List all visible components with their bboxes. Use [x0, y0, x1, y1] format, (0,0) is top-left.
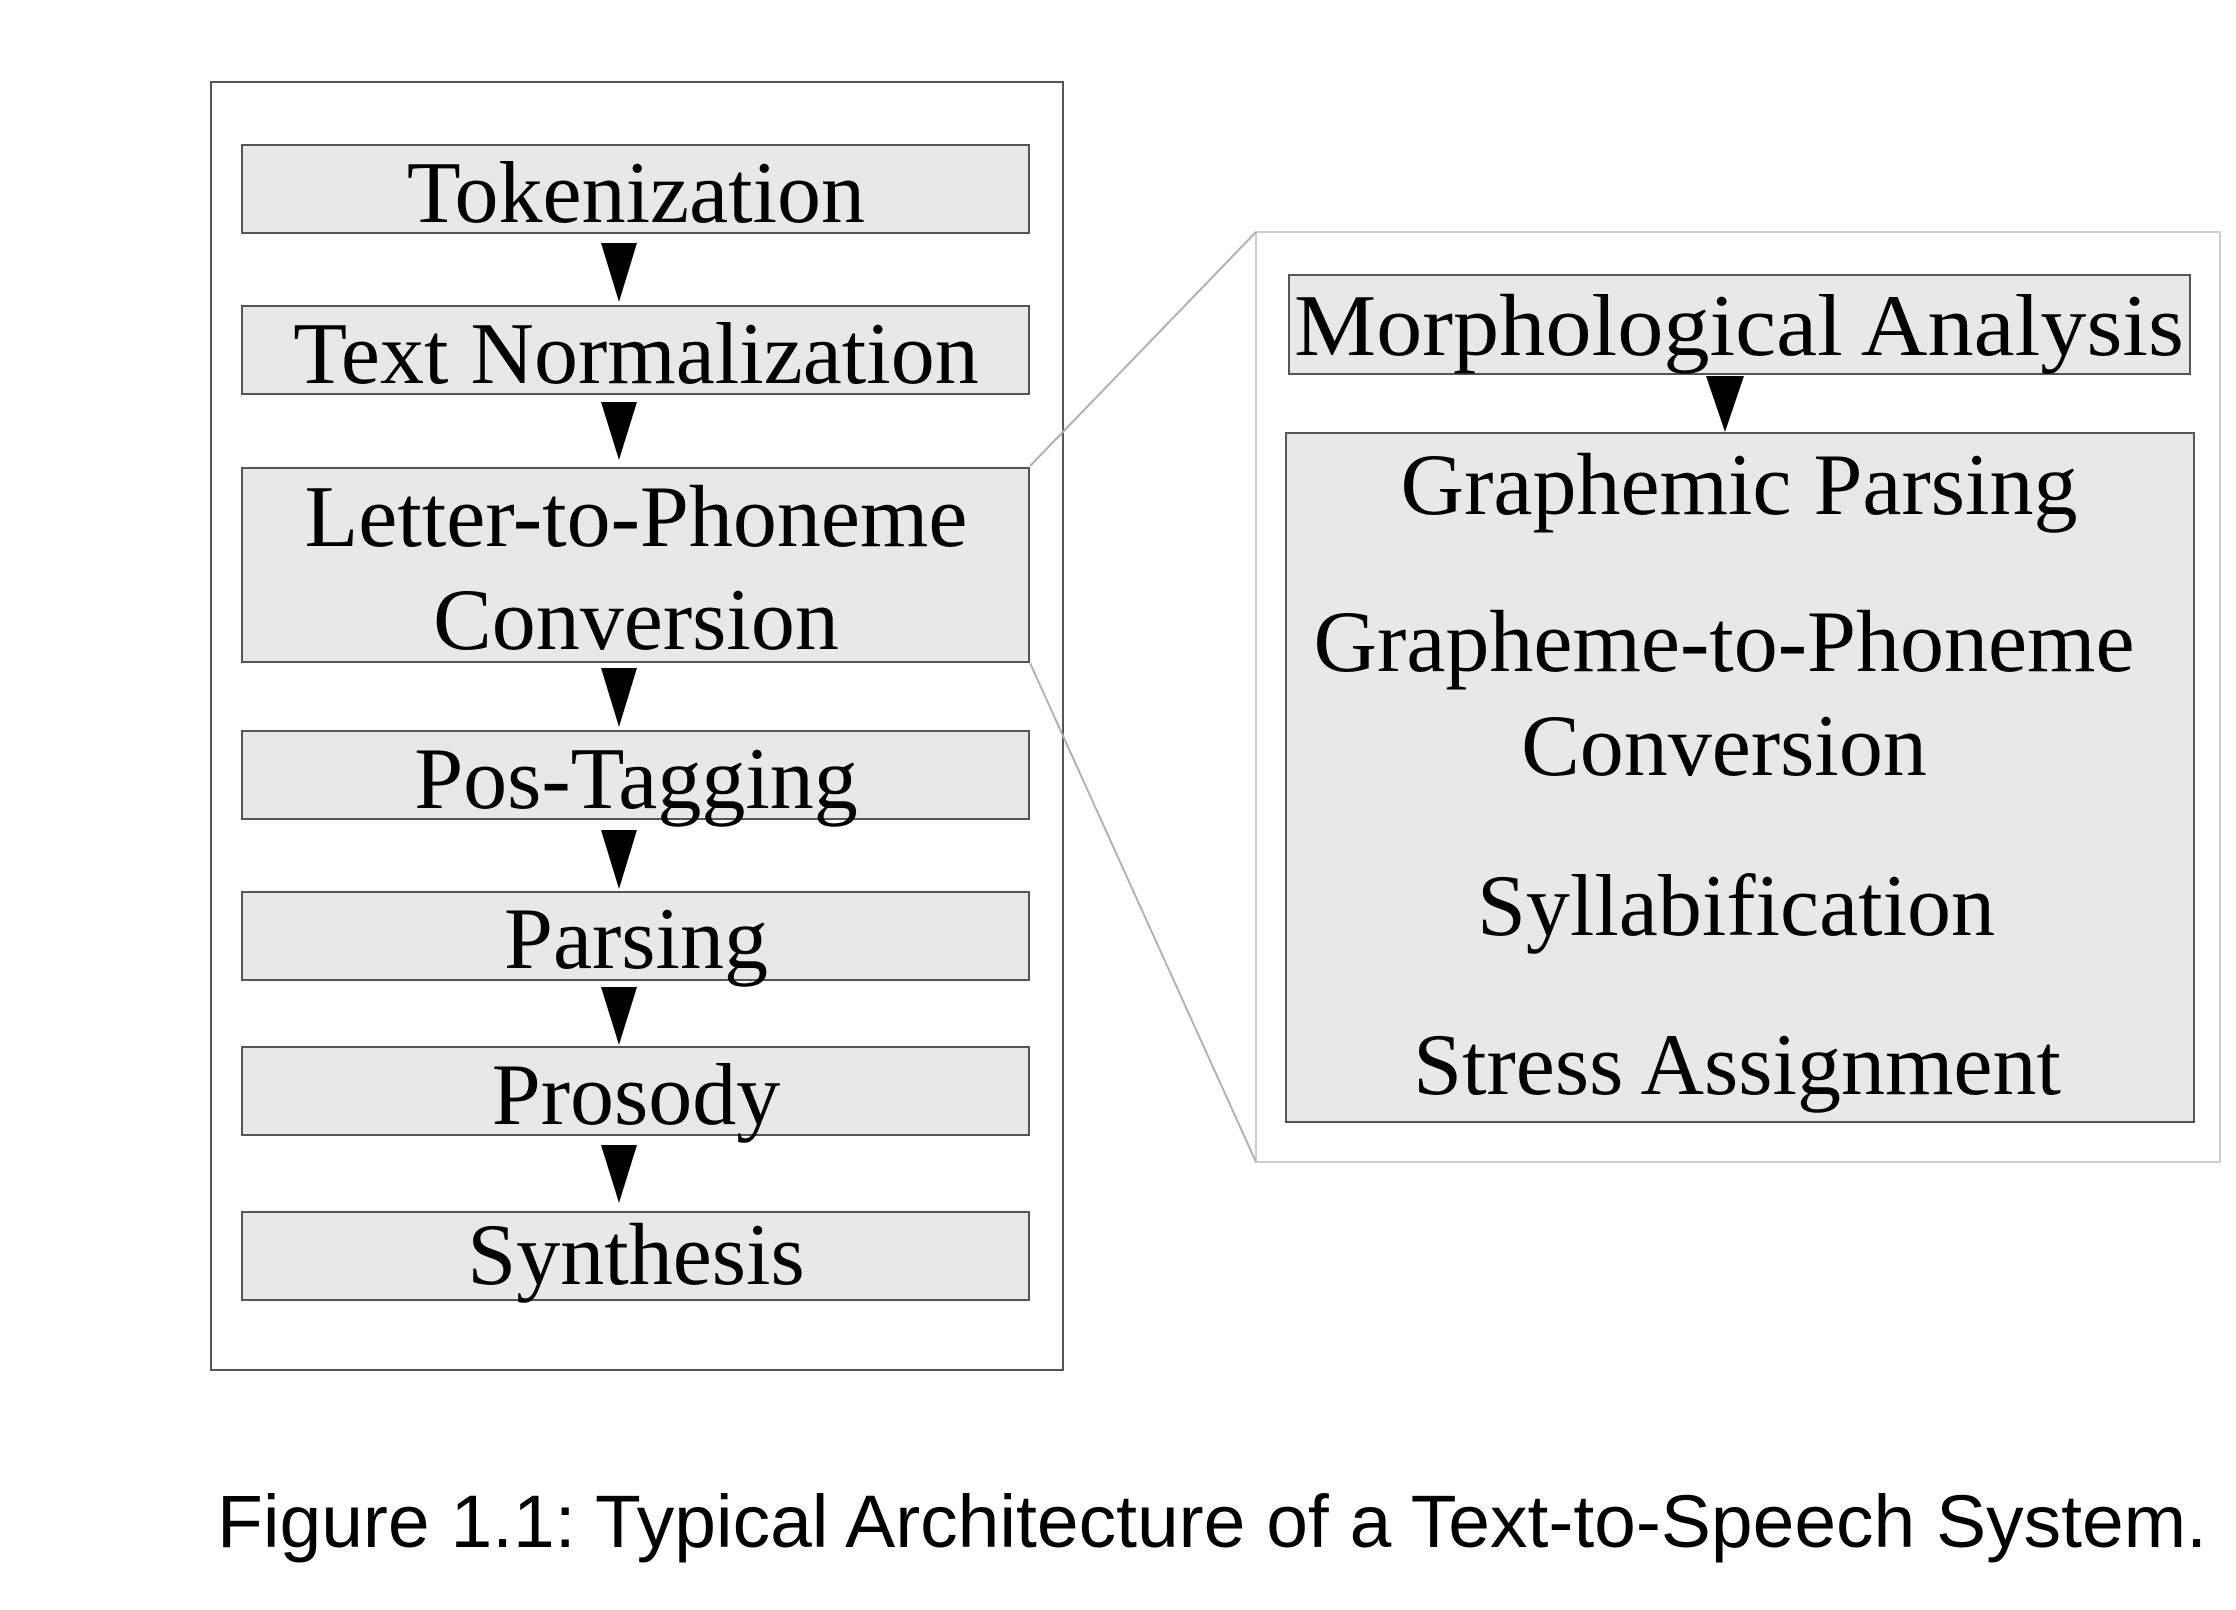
pipeline-step-letter-to-phoneme: Letter-to-Phoneme Conversion — [241, 467, 1030, 669]
detail-substeps-box — [1285, 432, 2195, 1123]
substep-stress-assignment: Stress Assignment — [1413, 1017, 2061, 1114]
arrow-down-icon — [601, 1145, 637, 1203]
pipeline-step-prosody: Prosody — [241, 1046, 1030, 1144]
detail-header-box — [1288, 274, 2191, 375]
step-label: Prosody — [492, 1047, 781, 1144]
detail-header-morphological-analysis: Morphological Analysis — [1288, 274, 2191, 375]
detail-substeps: Graphemic Parsing Grapheme-to-Phoneme Co… — [1285, 432, 2195, 1123]
step-box — [241, 730, 1030, 820]
pipeline-step-parsing: Parsing — [241, 891, 1030, 988]
step-box — [241, 1211, 1030, 1301]
arrow-down-icon — [1706, 376, 1744, 432]
figure-caption: Figure 1.1: Typical Architecture of a Te… — [217, 1480, 2207, 1563]
step-box — [241, 467, 1030, 663]
step-box — [241, 144, 1030, 234]
arrow-down-icon — [601, 668, 637, 727]
arrow-down-icon — [601, 987, 637, 1045]
step-label: Conversion — [433, 572, 839, 669]
step-label: Pos-Tagging — [414, 731, 858, 828]
detail-header-label: Morphological Analysis — [1294, 278, 2184, 375]
arrow-down-icon — [601, 830, 637, 889]
zoom-line-top — [1029, 231, 1257, 467]
step-label: Tokenization — [407, 145, 865, 242]
arrow-down-icon — [601, 243, 637, 302]
pipeline-step-pos-tagging: Pos-Tagging — [241, 730, 1030, 828]
arrow-down-icon — [601, 402, 637, 460]
step-box — [241, 305, 1030, 395]
pipeline-step-synthesis: Synthesis — [241, 1207, 1030, 1304]
step-label: Synthesis — [467, 1207, 804, 1304]
zoom-line-bottom — [1029, 662, 1257, 1163]
step-label: Parsing — [504, 891, 768, 988]
step-label: Letter-to-Phoneme — [305, 469, 968, 566]
step-label: Text Normalization — [293, 306, 978, 403]
substep-syllabification: Syllabification — [1477, 858, 1995, 955]
step-box — [241, 1046, 1030, 1136]
substep-grapheme-to-phoneme: Conversion — [1521, 698, 1927, 795]
substep-graphemic-parsing: Graphemic Parsing — [1401, 437, 2078, 534]
pipeline-frame — [210, 81, 1064, 1371]
pipeline-step-text-normalization: Text Normalization — [241, 305, 1030, 403]
step-box — [241, 891, 1030, 981]
pipeline-step-tokenization: Tokenization — [241, 144, 1030, 242]
substep-grapheme-to-phoneme: Grapheme-to-Phoneme — [1313, 594, 2134, 691]
